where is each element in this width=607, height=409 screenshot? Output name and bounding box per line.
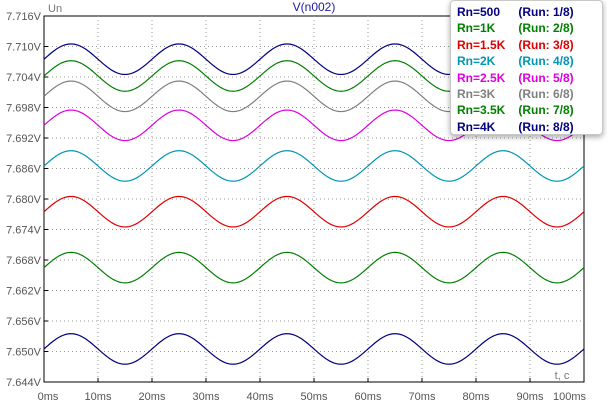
y-tick-label: 7.656V: [6, 316, 42, 328]
y-tick-label: 7.710V: [6, 42, 42, 54]
legend-run-label: (Run: 7/8): [515, 103, 574, 118]
y-tick-label: 7.650V: [6, 347, 42, 359]
x-tick-label: 90ms: [517, 391, 544, 403]
x-tick-label: 80ms: [463, 391, 490, 403]
x-tick-label: 0ms: [38, 391, 59, 403]
x-axis-ticks: 0ms 10ms 20ms 30ms 40ms 50ms 60ms 70ms 80ms 90ms 1…: [38, 378, 587, 403]
y-tick-label: 7.680V: [6, 194, 42, 206]
legend-run-label: (Run: 5/8): [515, 70, 574, 85]
series-line-4: [43, 150, 585, 182]
series-line-8: [43, 333, 585, 365]
x-tick-label: 20ms: [139, 391, 166, 403]
legend-series-name: Rn=3.5K: [457, 103, 506, 118]
legend-entry-4: Rn=2K (Run: 4/8): [457, 53, 602, 69]
y-tick-label: 7.692V: [6, 133, 42, 145]
legend-run-label: (Run: 8/8): [515, 119, 574, 134]
legend-entry-3: Rn=1.5K (Run: 3/8): [457, 37, 602, 53]
x-tick-label: 10ms: [85, 391, 112, 403]
x-tick-label: 100ms: [553, 391, 587, 403]
y-tick-label: 7.662V: [6, 286, 42, 298]
legend-series-name: Rn=4K: [457, 119, 496, 134]
legend-run-label: (Run: 6/8): [515, 87, 574, 102]
legend-run-label: (Run: 4/8): [515, 54, 574, 69]
legend-series-name: Rn=1K: [457, 21, 496, 36]
y-tick-label: 7.704V: [6, 72, 42, 84]
x-tick-label: 70ms: [409, 391, 436, 403]
y-tick-label: 7.644V: [6, 377, 42, 389]
y-unit-label: Un: [48, 3, 62, 15]
x-tick-label: 60ms: [355, 391, 382, 403]
y-axis-ticks: 7.716V 7.710V 7.704V 7.698V 7.692V 7.686V 7.68…: [6, 11, 48, 389]
chart-title: V(n002): [293, 0, 336, 14]
legend-run-label: (Run: 2/8): [515, 21, 574, 36]
legend-run-label: (Run: 1/8): [515, 5, 574, 19]
y-tick-label: 7.698V: [6, 103, 42, 115]
legend-series-name: Rn=1.5K: [457, 37, 506, 52]
series-line-3: [43, 195, 585, 228]
y-tick-label: 7.686V: [6, 164, 42, 176]
legend-series-name: Rn=3K: [457, 87, 496, 102]
legend-entry-5: Rn=2.5K (Run: 5/8): [457, 70, 602, 86]
legend-series-name: Rn=500: [457, 5, 501, 19]
y-tick-label: 7.668V: [6, 255, 42, 267]
y-tick-label: 7.674V: [6, 225, 42, 237]
legend-run-label: (Run: 3/8): [515, 37, 574, 52]
legend-entry-2: Rn=1K (Run: 2/8): [457, 20, 602, 36]
legend-series-name: Rn=2.5K: [457, 70, 506, 85]
y-tick-label: 7.716V: [6, 11, 42, 23]
legend-series-name: Rn=2K: [457, 54, 496, 69]
x-tick-label: 50ms: [301, 391, 328, 403]
legend-entry-8: Rn=4K (Run: 8/8): [457, 119, 602, 135]
legend-entry-7: Rn=3.5K (Run: 7/8): [457, 102, 602, 118]
x-unit-label: t, c: [555, 370, 570, 382]
legend-entry-1: Rn=500 (Run: 1/8): [457, 4, 602, 20]
series-line-7: [43, 251, 585, 284]
x-tick-label: 30ms: [193, 391, 220, 403]
x-tick-label: 40ms: [247, 391, 274, 403]
legend[interactable]: Rn=500 (Run: 1/8) Rn=1K (Run: 2/8) Rn=1.5K…: [450, 0, 603, 135]
legend-entry-6: Rn=3K (Run: 6/8): [457, 86, 602, 102]
